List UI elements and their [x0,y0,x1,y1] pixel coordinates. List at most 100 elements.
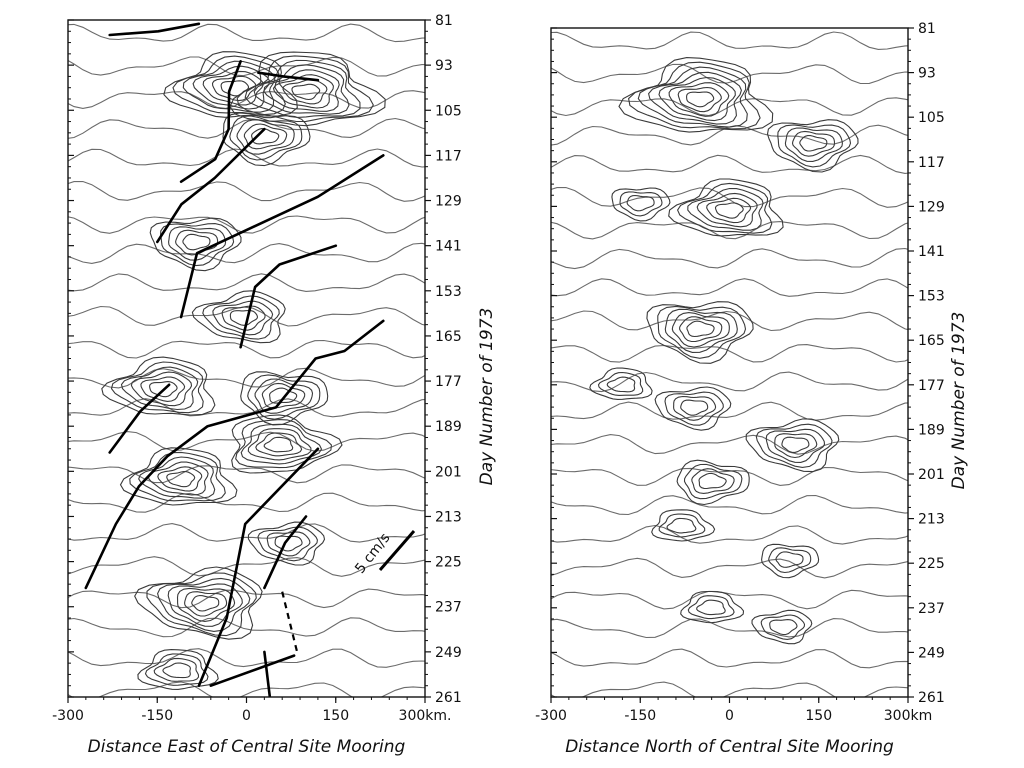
contour-line [551,434,908,455]
contour-ring [176,587,236,622]
contour-ring [240,371,329,426]
contour-ring [618,57,774,133]
contour-ring [781,436,810,453]
contour-line [68,117,425,139]
contour-ring [680,590,745,624]
contour-ring [698,472,727,490]
scale-bar [378,530,416,571]
contour-ring [619,191,663,217]
contour-ring [766,119,859,173]
contour-ring [272,74,334,109]
contour-ring [646,301,754,364]
contour-center [231,414,343,474]
y-tick-label: 237 [918,601,945,617]
contour-ring [777,124,852,168]
contour-center [654,386,732,431]
contour-line [551,589,908,610]
contour-ring [229,51,386,127]
contour-line [551,681,908,697]
x-tick-label: -150 [141,708,173,724]
contour-ring [229,115,303,161]
contour-ring [791,130,836,157]
contour-ring [129,451,226,502]
x-tick-label: 0 [242,708,251,724]
trajectory-line [263,515,308,590]
contour-ring [168,226,227,261]
contour-line [551,124,908,146]
y-tick-label: 117 [918,155,945,171]
contour-ring [751,609,813,645]
x-tick-label: -300 [535,708,567,724]
trajectory-line [179,154,385,319]
contour-ring [235,419,332,469]
x-tick-label: 300km [884,708,932,724]
contour-ring [222,112,311,167]
contour-ring [274,535,303,552]
y-tick-label: 189 [435,419,462,435]
contour-center [751,609,813,645]
contour-ring [184,591,228,617]
y-tick-label: 237 [435,600,462,616]
contour-ring [676,182,773,234]
contour-ring [664,391,724,426]
contour-line [68,617,425,638]
contour-center [680,590,745,624]
y-tick-label: 165 [435,329,462,345]
contour-ring [673,395,717,421]
contour-line [551,466,908,486]
contour-ring [167,583,243,627]
contour-center [651,509,716,542]
contour-center [589,367,653,400]
contour-ring [637,66,748,128]
y-tick-label: 261 [435,690,462,706]
x-tick-label: -300 [52,708,84,724]
contour-ring [687,595,735,620]
contour-ring [677,86,722,113]
contour-ring [666,517,697,534]
contour-ring [671,312,730,348]
contour-line [68,398,425,418]
contour-line [68,242,425,264]
contour-ring [146,572,257,637]
contour-center [766,119,859,173]
y-tick-label: 93 [435,58,453,74]
contour-center [618,57,774,133]
x-tick-label: 300km. [399,708,452,724]
y-tick-label: 225 [435,555,462,571]
contour-line [68,180,425,202]
contour-ring [668,82,730,117]
contour-ring [687,187,764,231]
y-tick-label: 81 [435,13,453,29]
contour-line [68,305,425,327]
contour-ring [654,386,732,431]
x-axis-title: Distance East of Central Site Mooring [88,737,406,757]
contour-ring [243,123,288,150]
contour-ring [691,468,735,494]
trajectory-line [257,71,320,82]
contour-ring [291,83,321,101]
contour-ring [157,577,251,632]
contour-line [68,492,425,513]
contour-ring [191,290,286,344]
contour-ring [253,64,350,115]
contour-ring [680,399,709,416]
contour-ring [657,305,747,359]
contour-ring [765,428,826,463]
contour-ring [683,463,743,500]
contour-ring [137,649,219,690]
contour-ring [147,461,209,496]
contour-line [551,618,908,639]
contour-ring [755,423,833,468]
contour-center [676,459,750,506]
contour-ring [686,320,715,338]
contour-center [149,217,242,272]
contour-ring [140,376,186,402]
contour-line [551,221,908,240]
contour-line [68,56,425,77]
y-tick-label: 81 [918,21,936,37]
contour-ring [257,526,318,562]
panel-north-distance: 81 93 105 117 129 141 153 165 177 189 201 213 225 237… [535,21,969,757]
trajectory-line [108,383,171,454]
y-tick-label: 201 [918,467,945,483]
contour-line [68,273,425,292]
